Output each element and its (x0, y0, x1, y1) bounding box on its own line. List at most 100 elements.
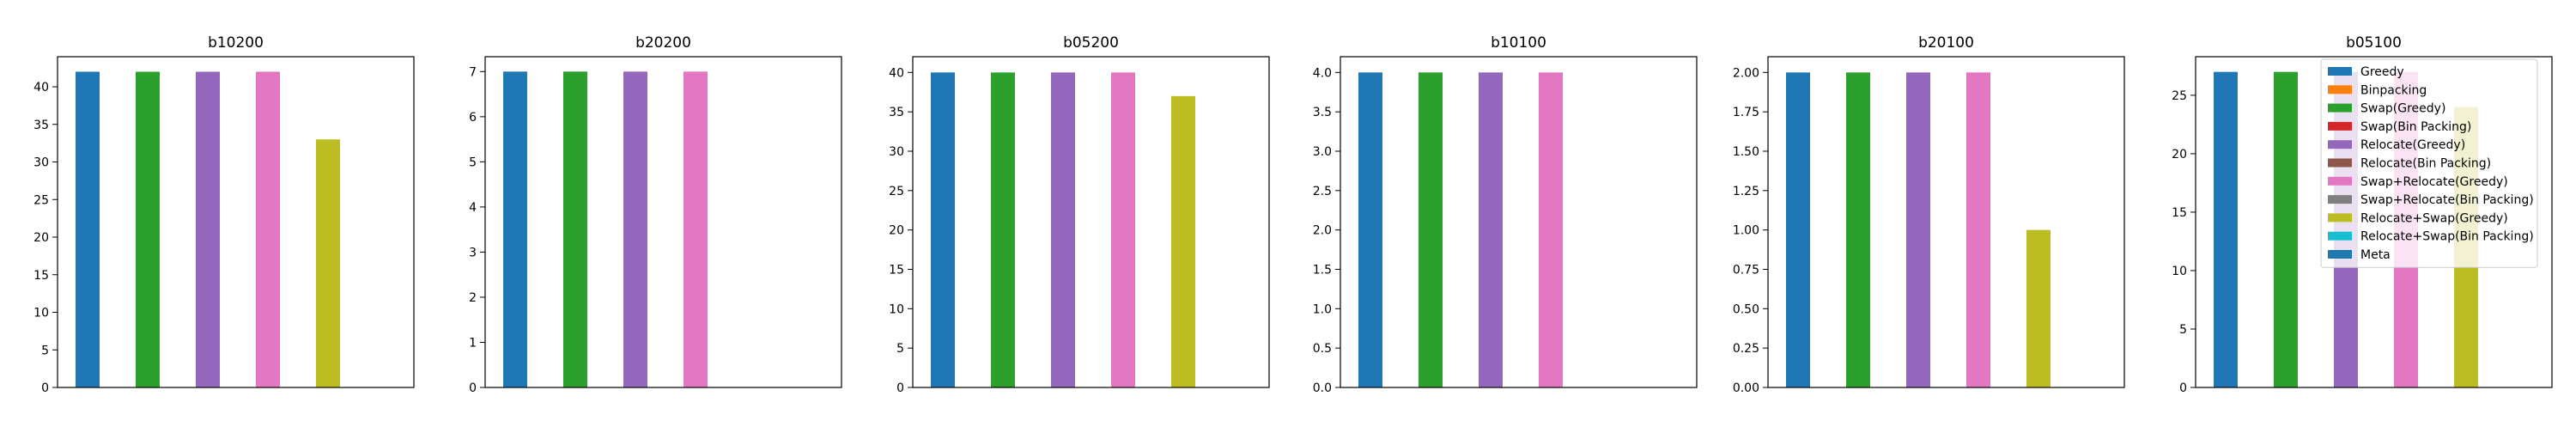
y-tick-label: 10 (33, 307, 49, 320)
subplot-title: b20100 (1918, 34, 1974, 52)
y-tick-label: 20 (33, 231, 49, 245)
y-tick-label: 6 (469, 111, 477, 125)
bar-Swap+Relocate(Greedy) (1966, 72, 1990, 387)
subplot-b05200: 0 5 10 15 20 25 30 35 40 b05200 (889, 34, 1270, 395)
bar-Relocate+Swap(Greedy) (2026, 229, 2050, 387)
y-tick-label: 0 (2179, 381, 2187, 395)
subplot-b20200: 0 1 2 3 4 5 6 7 b20200 (469, 34, 842, 395)
subplot-b20100: 0.00 0.25 0.50 0.75 1.00 1.25 1.50 1.75 2.00 b201… (1733, 34, 2125, 395)
y-tick-label: 30 (33, 156, 49, 170)
bar-Relocate+Swap(Greedy) (316, 139, 340, 387)
y-tick-label: 5 (41, 344, 49, 357)
y-tick-label: 25 (889, 185, 904, 198)
bar-Swap(Greedy) (563, 71, 587, 387)
legend-swatch (2328, 67, 2352, 76)
y-tick-label: 1.5 (1313, 264, 1332, 277)
y-tick-label: 2 (469, 291, 477, 305)
bar-Relocate+Swap(Greedy) (1171, 95, 1195, 387)
bar-Greedy (2214, 71, 2238, 387)
y-tick-label: 15 (889, 264, 904, 277)
y-tick-label: 35 (889, 106, 904, 119)
y-tick-label: 35 (33, 119, 49, 132)
legend-swatch (2328, 195, 2352, 204)
y-tick-label: 0.75 (1733, 264, 1759, 277)
y-tick-label: 0 (469, 381, 477, 395)
y-tick-label: 15 (2172, 206, 2187, 220)
legend-label: Relocate+Swap(Greedy) (2360, 211, 2508, 225)
bar-Relocate(Greedy) (1051, 72, 1075, 387)
bar-Swap(Greedy) (991, 72, 1015, 387)
y-tick-label: 2.5 (1313, 185, 1332, 198)
bar-Greedy (503, 71, 527, 387)
y-tick-label: 1.25 (1733, 185, 1759, 198)
axes-frame (912, 56, 1270, 388)
y-tick-label: 10 (2172, 265, 2187, 278)
bar-Swap(Greedy) (1419, 72, 1443, 387)
axes-frame (1767, 56, 2125, 388)
y-tick-label: 2.00 (1733, 66, 1759, 80)
y-tick-label: 20 (889, 224, 904, 238)
subplot-b10100: 0.0 0.5 1.0 1.5 2.0 2.5 3.0 3.5 4.0 b10100 (1313, 34, 1698, 395)
bar-Greedy (1358, 72, 1382, 387)
bar-Relocate(Greedy) (623, 71, 647, 387)
legend-swatch (2328, 103, 2352, 113)
axes-frame (2195, 56, 2553, 388)
axes-frame (484, 56, 842, 388)
subplot-title: b20200 (635, 34, 691, 52)
y-tick-label: 0.0 (1313, 381, 1332, 395)
y-tick-label: 15 (33, 269, 49, 283)
y-tick-label: 0 (41, 381, 49, 395)
bar-Swap(Greedy) (136, 71, 160, 387)
bar-Swap+Relocate(Greedy) (256, 71, 280, 387)
bar-Greedy (931, 72, 955, 387)
legend-label: Relocate(Bin Packing) (2360, 157, 2491, 171)
y-tick-label: 4 (469, 201, 477, 215)
y-tick-label: 5 (896, 342, 904, 356)
y-tick-label: 3 (469, 246, 477, 259)
subplot-title: b10100 (1491, 34, 1546, 52)
bar-Swap(Greedy) (2274, 71, 2298, 387)
legend-label: Swap+Relocate(Bin Packing) (2360, 193, 2534, 207)
y-tick-label: 10 (889, 302, 904, 316)
legend-label: Relocate+Swap(Bin Packing) (2360, 230, 2534, 244)
bar-Greedy (76, 71, 100, 387)
legend-label: Meta (2360, 248, 2391, 262)
legend-label: Binpacking (2360, 83, 2427, 97)
bar-Relocate(Greedy) (196, 71, 220, 387)
y-tick-label: 1.50 (1733, 145, 1759, 159)
legend-label: Greedy (2360, 65, 2404, 79)
y-tick-label: 3.0 (1313, 145, 1332, 159)
y-tick-label: 1 (469, 336, 477, 350)
bar-Swap+Relocate(Greedy) (1111, 72, 1135, 387)
legend-box (2320, 58, 2538, 268)
y-tick-label: 0.00 (1733, 381, 1759, 395)
legend-swatch (2328, 231, 2352, 241)
y-tick-label: 40 (33, 81, 49, 95)
subplot-title: b10200 (208, 34, 264, 52)
y-tick-label: 1.0 (1313, 302, 1332, 316)
y-tick-label: 0.50 (1733, 302, 1759, 316)
legend-label: Relocate(Greedy) (2360, 138, 2465, 152)
y-tick-label: 20 (2172, 148, 2187, 162)
subplot-title: b05200 (1063, 34, 1119, 52)
subplot-title: b05100 (2346, 34, 2402, 52)
legend-label: Swap(Greedy) (2360, 102, 2445, 116)
y-tick-label: 5 (2179, 323, 2187, 337)
bar-Greedy (1786, 72, 1810, 387)
legend-label: Swap+Relocate(Greedy) (2360, 175, 2508, 189)
y-tick-label: 5 (469, 156, 477, 169)
bar-Relocate(Greedy) (1906, 72, 1930, 387)
legend-swatch (2328, 85, 2352, 95)
y-tick-label: 0 (896, 381, 904, 395)
y-tick-label: 0.25 (1733, 342, 1759, 356)
legend-swatch (2328, 250, 2352, 259)
bar-Swap+Relocate(Greedy) (683, 71, 708, 387)
subplot-b10200: 0 5 10 15 20 25 30 35 40 b10200 (33, 34, 415, 395)
y-tick-label: 1.75 (1733, 106, 1759, 119)
legend-swatch (2328, 158, 2352, 168)
axes-frame (1340, 56, 1698, 388)
y-tick-label: 7 (469, 65, 477, 79)
axes-frame (57, 56, 415, 388)
